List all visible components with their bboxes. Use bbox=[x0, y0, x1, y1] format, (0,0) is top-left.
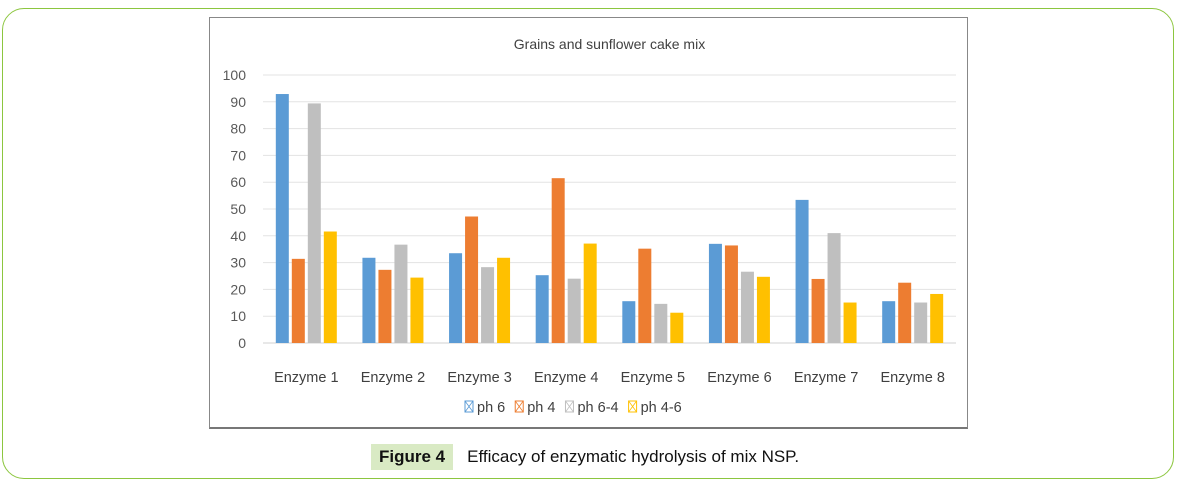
legend-label: ph 6 bbox=[477, 400, 505, 416]
bar-ph-6-enzyme-8 bbox=[882, 301, 896, 343]
x-tick-label: Enzyme 6 bbox=[707, 370, 771, 386]
bar-ph-4-6-enzyme-7 bbox=[843, 302, 857, 343]
bar-ph-6-enzyme-4 bbox=[535, 275, 549, 343]
bar-ph-6-enzyme-5 bbox=[622, 301, 636, 343]
bar-ph-6-4-enzyme-4 bbox=[567, 278, 581, 343]
bar-ph-4-enzyme-1 bbox=[291, 258, 305, 343]
bar-ph-4-6-enzyme-4 bbox=[583, 243, 597, 343]
x-tick-label: Enzyme 5 bbox=[621, 370, 685, 386]
bar-ph-6-4-enzyme-1 bbox=[307, 103, 321, 344]
bar-ph-4-enzyme-5 bbox=[638, 248, 652, 343]
bar-ph-6-4-enzyme-2 bbox=[394, 244, 408, 343]
y-tick-label: 50 bbox=[230, 201, 246, 217]
bar-ph-4-6-enzyme-2 bbox=[410, 277, 424, 343]
bar-ph-4-enzyme-6 bbox=[724, 245, 738, 343]
legend-swatch-mark bbox=[514, 400, 524, 413]
legend-swatch bbox=[464, 400, 474, 413]
legend-label: ph 6-4 bbox=[577, 400, 618, 416]
x-tick-label: Enzyme 3 bbox=[447, 370, 511, 386]
x-tick-label: Enzyme 8 bbox=[880, 370, 944, 386]
bar-chart: Grains and sunflower cake mix 0 10 20 30 40 50… bbox=[223, 36, 956, 416]
y-tick-label: 0 bbox=[238, 335, 246, 351]
bar-ph-4-6-enzyme-5 bbox=[670, 312, 684, 343]
bar-ph-6-enzyme-7 bbox=[795, 199, 809, 343]
legend-swatch-mark bbox=[565, 400, 574, 413]
y-tick-label: 60 bbox=[230, 174, 246, 190]
legend-swatch bbox=[564, 400, 574, 413]
bar-ph-4-6-enzyme-6 bbox=[756, 276, 770, 343]
figure-label: Figure 4 bbox=[371, 444, 454, 470]
bar-ph-6-4-enzyme-5 bbox=[654, 303, 668, 343]
y-tick-label: 80 bbox=[230, 121, 246, 137]
legend-swatch bbox=[514, 400, 524, 413]
legend-swatch-mark bbox=[628, 400, 637, 413]
bar-ph-4-enzyme-8 bbox=[898, 282, 912, 343]
chart-container: Grains and sunflower cake mix 0 10 20 30 40 50… bbox=[209, 17, 968, 429]
x-tick-label: Enzyme 4 bbox=[534, 370, 598, 386]
bar-ph-6-enzyme-3 bbox=[449, 253, 463, 343]
bar-ph-6-enzyme-6 bbox=[708, 243, 722, 343]
legend-label: ph 4 bbox=[527, 400, 555, 416]
bar-ph-4-6-enzyme-3 bbox=[497, 257, 511, 343]
figure-frame bbox=[2, 8, 1174, 479]
bar-ph-4-6-enzyme-8 bbox=[930, 293, 944, 343]
x-tick-label: Enzyme 1 bbox=[274, 370, 338, 386]
bar-ph-6-enzyme-2 bbox=[362, 257, 376, 343]
bar-ph-4-enzyme-4 bbox=[551, 178, 565, 343]
y-tick-label: 30 bbox=[230, 255, 246, 271]
bar-ph-4-6-enzyme-1 bbox=[323, 231, 337, 343]
bar-ph-6-4-enzyme-3 bbox=[481, 267, 495, 343]
bar-ph-6-4-enzyme-7 bbox=[827, 233, 841, 343]
x-tick-label: Enzyme 2 bbox=[361, 370, 425, 386]
y-tick-label: 100 bbox=[223, 67, 247, 83]
bar-ph-6-4-enzyme-6 bbox=[740, 271, 754, 343]
y-tick-label: 20 bbox=[230, 281, 246, 297]
caption-text: Efficacy of enzymatic hydrolysis of mix … bbox=[467, 447, 800, 466]
y-tick-label: 10 bbox=[230, 308, 246, 324]
y-tick-label: 70 bbox=[230, 147, 246, 163]
legend-swatch-mark bbox=[464, 400, 474, 413]
legend-label: ph 4-6 bbox=[641, 400, 682, 416]
y-tick-label: 90 bbox=[230, 94, 246, 110]
x-tick-label: Enzyme 7 bbox=[794, 370, 858, 386]
y-tick-label: 40 bbox=[230, 228, 246, 244]
legend-swatch bbox=[628, 400, 638, 413]
bar-ph-4-enzyme-3 bbox=[465, 216, 479, 343]
figure-caption: Figure 4 Efficacy of enzymatic hydrolysi… bbox=[371, 444, 799, 470]
bar-ph-4-enzyme-2 bbox=[378, 269, 392, 343]
bar-ph-4-enzyme-7 bbox=[811, 278, 825, 343]
bar-ph-6-4-enzyme-8 bbox=[914, 302, 928, 343]
chart-title: Grains and sunflower cake mix bbox=[514, 36, 705, 52]
bar-ph-6-enzyme-1 bbox=[275, 94, 289, 343]
